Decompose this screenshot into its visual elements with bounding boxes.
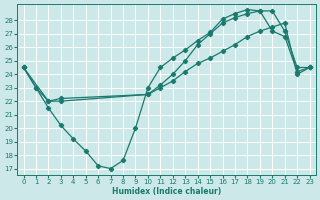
- X-axis label: Humidex (Indice chaleur): Humidex (Indice chaleur): [112, 187, 221, 196]
